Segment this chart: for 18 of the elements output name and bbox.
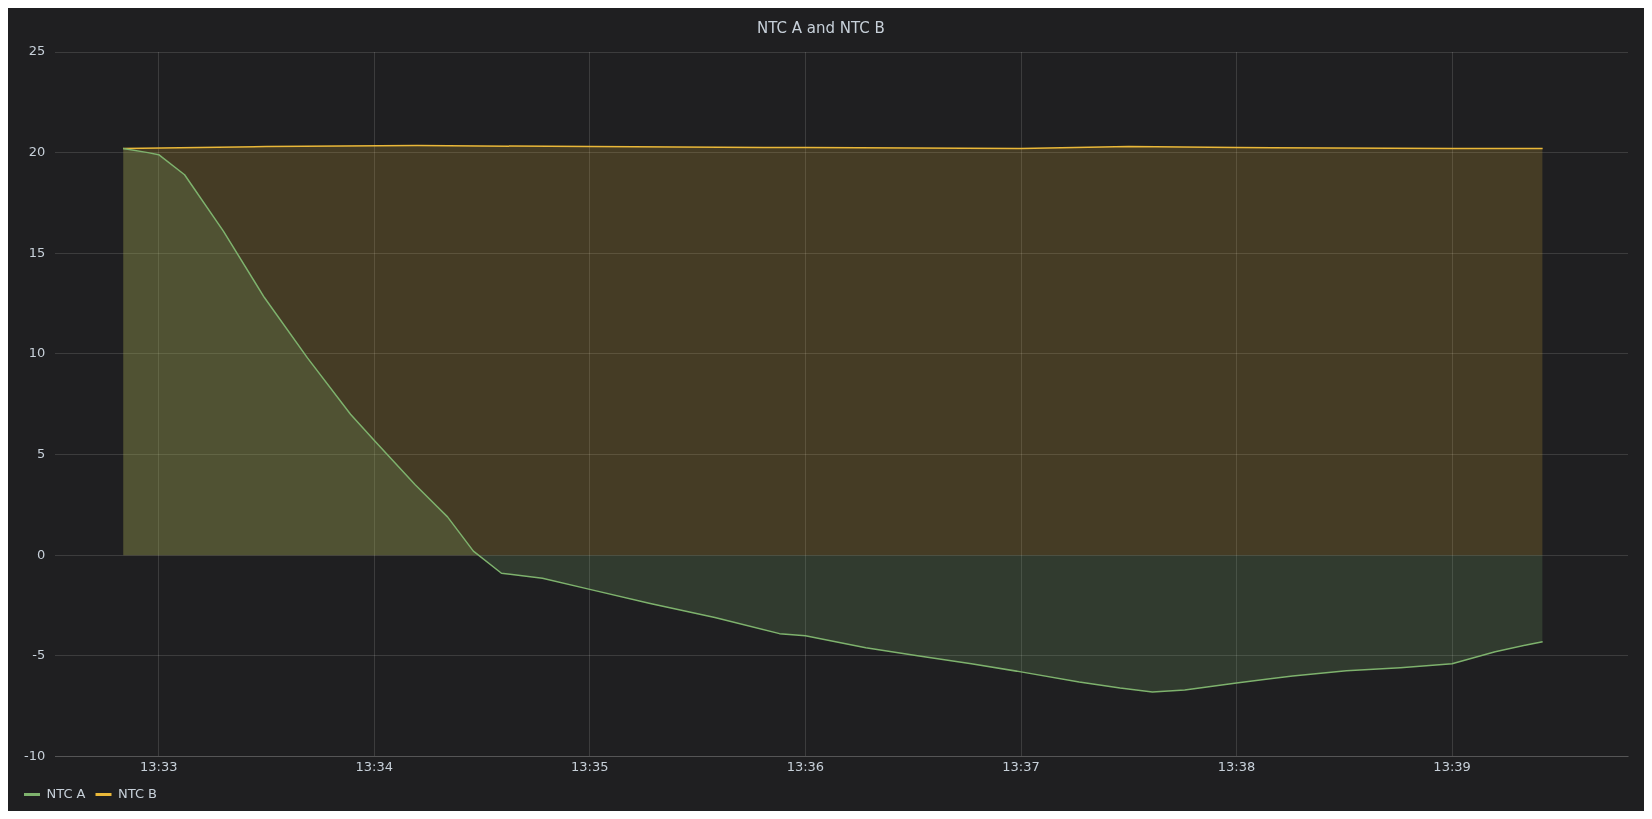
x-tick-label: 13:34 [355, 758, 394, 774]
y-tick-label: -10 [24, 747, 46, 763]
legend-label: NTC A [46, 785, 86, 801]
y-tick-label: 25 [28, 43, 46, 59]
legend-label: NTC B [118, 785, 158, 801]
x-tick-label: 13:37 [1002, 758, 1040, 774]
x-tick-label: 13:33 [139, 758, 178, 774]
y-tick-label: 20 [28, 144, 46, 159]
y-tick-label: 5 [36, 445, 46, 461]
chart-title: NTC A and NTC B [757, 18, 885, 37]
x-tick-label: 13:38 [1217, 758, 1256, 774]
x-tick-label: 13:39 [1433, 758, 1471, 774]
y-tick-label: 10 [28, 345, 46, 361]
x-tick-label: 13:36 [786, 758, 825, 774]
y-tick-label: 0 [36, 546, 46, 562]
y-tick-label: 15 [28, 244, 46, 260]
y-tick-label: -5 [32, 647, 46, 663]
x-tick-label: 13:35 [571, 758, 609, 774]
